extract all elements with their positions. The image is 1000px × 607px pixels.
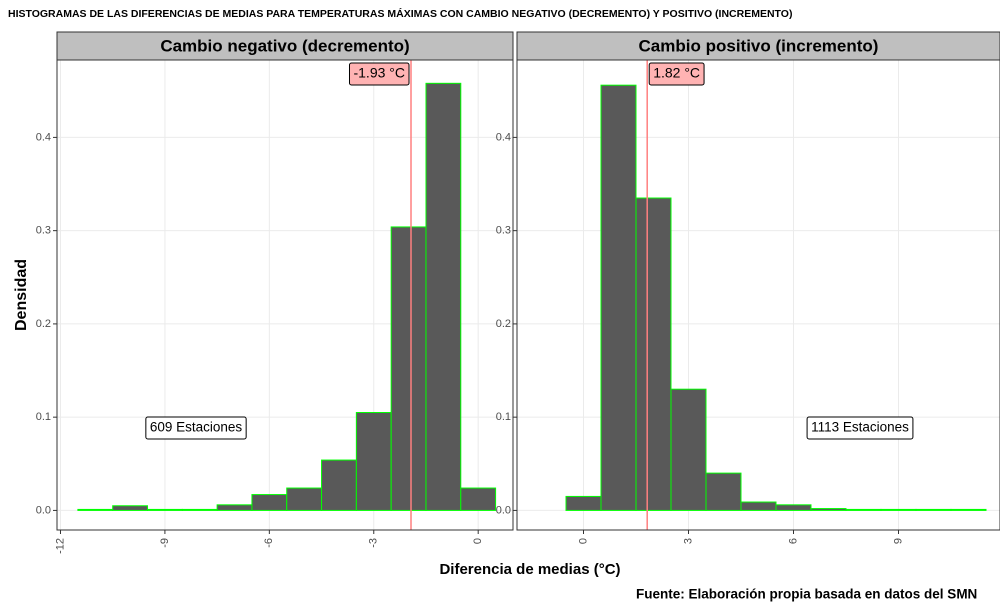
histogram-bar	[147, 508, 183, 511]
x-tick-label: -6	[263, 538, 275, 548]
x-tick-label: -9	[159, 538, 171, 548]
y-tick-label: 0.1	[36, 411, 51, 423]
y-tick-label: 0.1	[496, 411, 511, 423]
facet-strip	[516, 31, 1000, 61]
histogram-bar	[181, 508, 218, 511]
histogram-bar	[810, 508, 847, 511]
caption: Fuente: Elaboración propia basada en dat…	[636, 587, 977, 602]
mean-label-box	[348, 62, 410, 86]
x-tick-label: 3	[682, 538, 694, 544]
histogram-bar	[425, 82, 462, 511]
histogram-bar	[635, 197, 672, 511]
annotation: 609 Estaciones	[150, 420, 243, 435]
histogram-bar	[670, 388, 707, 511]
facet-title: Cambio positivo (incremento)	[639, 36, 879, 55]
histogram-bar	[216, 504, 253, 511]
x-tick-label: -12	[54, 538, 66, 554]
histogram-bar	[286, 487, 323, 511]
y-tick-label: 0.0	[496, 504, 511, 516]
y-tick-label: 0.2	[36, 318, 51, 330]
histogram-bar	[775, 504, 812, 511]
chart-title: HISTOGRAMAS DE LAS DIFERENCIAS DE MEDIAS…	[8, 7, 792, 20]
histogram-bar	[251, 494, 288, 511]
panel-background	[517, 60, 1000, 530]
x-tick-label: 6	[787, 538, 799, 544]
facet-title: Cambio negativo (decremento)	[160, 36, 409, 55]
histogram-bar	[705, 472, 742, 511]
histogram-bar	[390, 226, 427, 511]
histogram-bar	[845, 508, 882, 511]
x-tick-label: 0	[472, 538, 484, 544]
histogram-bar	[460, 487, 497, 511]
histogram-bar	[355, 412, 392, 511]
annotation-box	[806, 416, 914, 440]
histogram-bar	[112, 505, 149, 511]
histogram-bar	[600, 84, 637, 511]
x-axis-label: Diferencia de medias (°C)	[439, 561, 620, 578]
annotation-box	[145, 416, 247, 440]
y-tick-label: 0.4	[36, 131, 51, 143]
histogram-bar	[321, 459, 357, 511]
histogram-bar	[880, 508, 917, 511]
histogram-bar	[77, 508, 114, 511]
mean-label: -1.93 °C	[353, 65, 405, 81]
facet-strip	[56, 31, 514, 61]
y-tick-label: 0.3	[496, 225, 511, 237]
histogram-bar	[950, 508, 987, 511]
histogram-bar	[740, 501, 777, 511]
mean-label-box	[648, 62, 705, 86]
y-tick-label: 0.4	[496, 131, 511, 143]
y-tick-label: 0.3	[36, 225, 51, 237]
annotation: 1113 Estaciones	[811, 420, 909, 435]
y-axis-label: Densidad	[13, 259, 30, 331]
x-tick-label: -3	[368, 538, 380, 548]
y-tick-label: 0.0	[36, 504, 51, 516]
histogram-bar	[565, 495, 602, 511]
histogram-bar	[915, 508, 952, 511]
x-tick-label: 0	[577, 538, 589, 544]
y-tick-label: 0.2	[496, 318, 511, 330]
x-tick-label: 9	[892, 538, 904, 544]
mean-label: 1.82 °C	[653, 65, 700, 81]
